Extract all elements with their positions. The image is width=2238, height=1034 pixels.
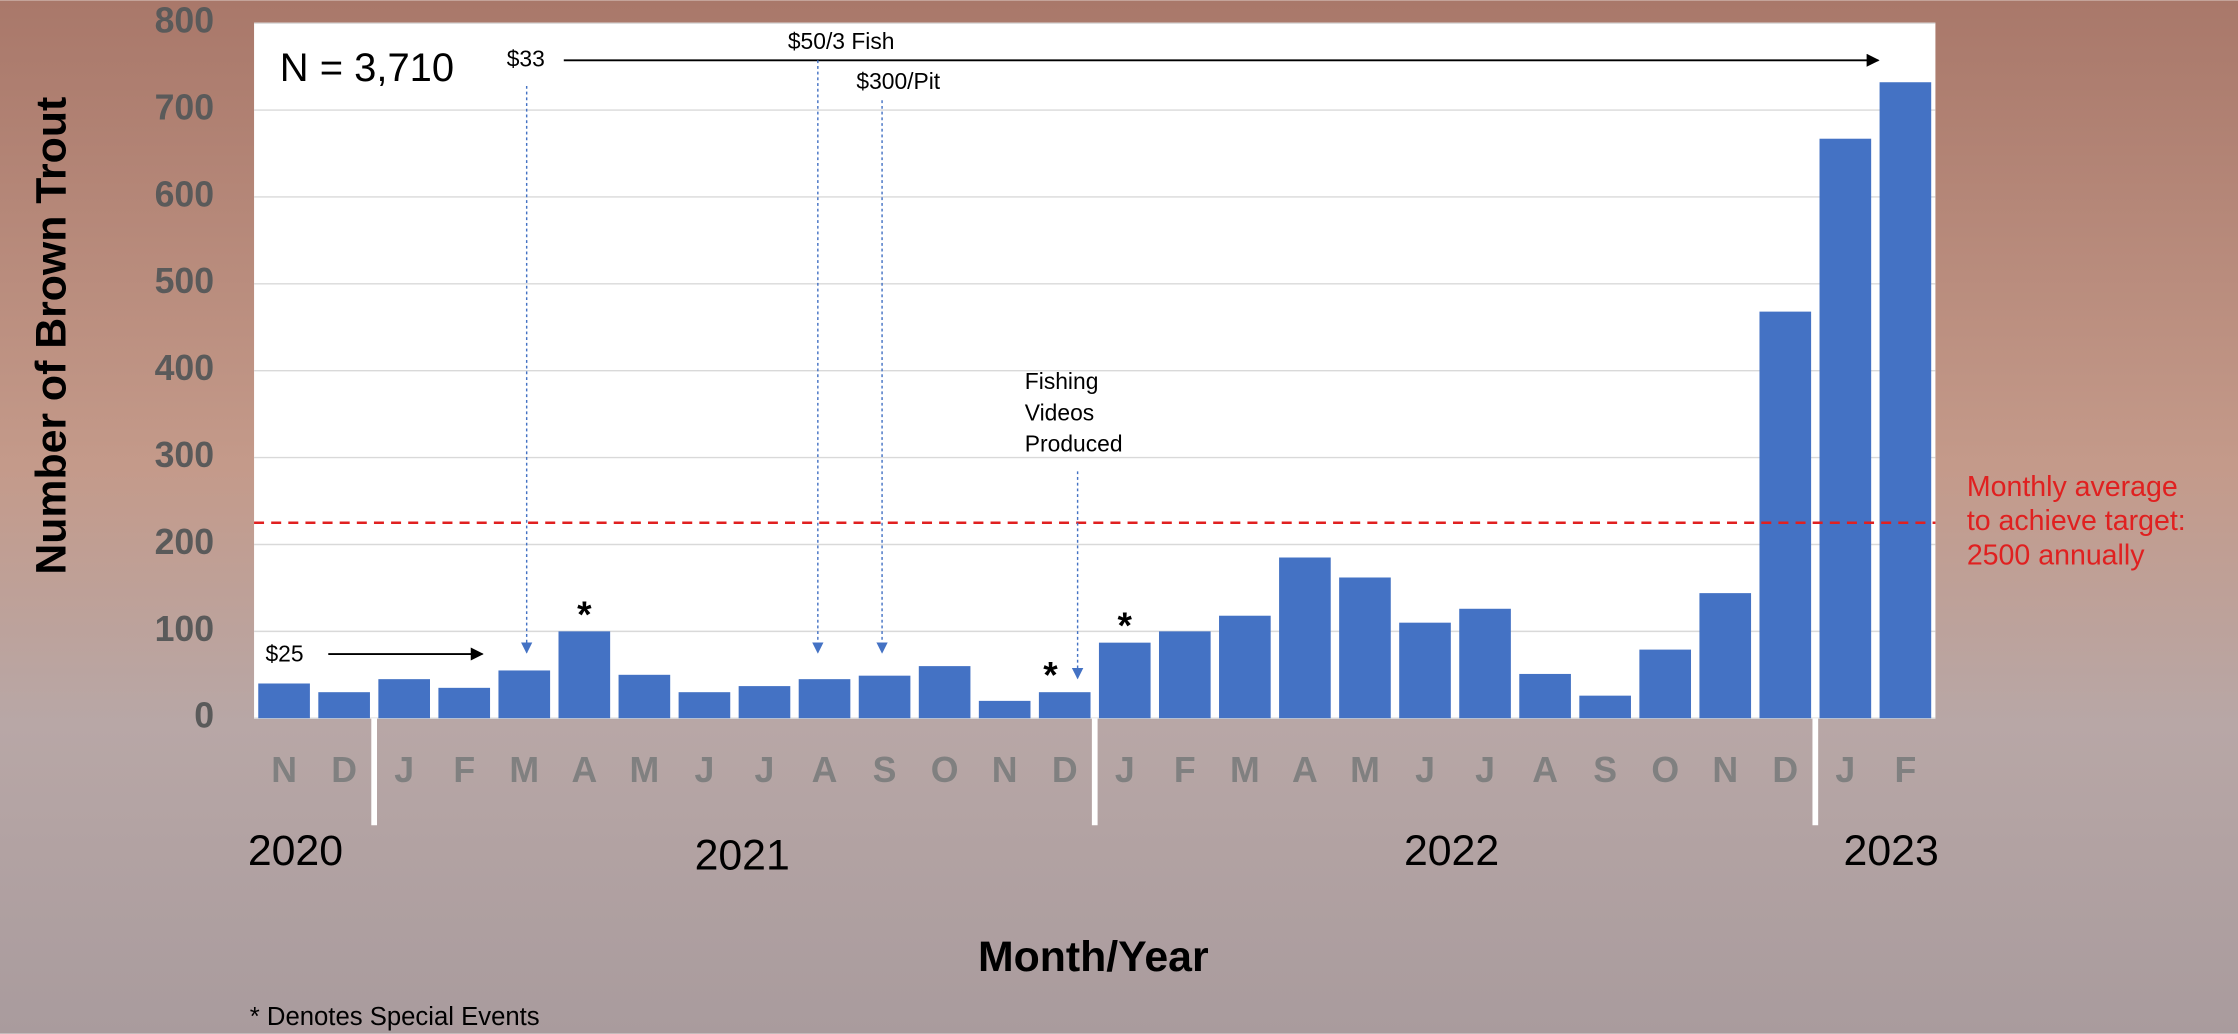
x-tick-label: J [1835,750,1855,790]
year-label: 2020 [248,827,343,875]
x-tick-label: J [1415,750,1435,790]
y-tick-label: 200 [155,522,215,562]
bar [1339,577,1391,719]
x-tick-label: A [1292,750,1318,790]
special-event-marker: * [1118,604,1133,646]
y-tick-label: 400 [155,348,215,388]
special-event-marker: * [1043,654,1058,696]
x-tick-label: A [1532,750,1558,790]
reference-label: Monthly average [1967,471,2178,503]
x-tick-label: F [453,750,475,790]
y-tick-label: 0 [194,696,214,736]
annotation: Videos [1025,399,1094,425]
x-tick-label: J [1475,750,1495,790]
annotation: Fishing [1025,368,1099,394]
special-event-marker: * [577,593,592,635]
bar [378,679,431,719]
x-tick-label: M [509,750,539,790]
x-tick-label: N [992,750,1018,790]
x-tick-label: N [1712,750,1738,790]
bar [738,686,791,719]
x-tick-label: N [271,750,297,790]
reference-label: to achieve target: [1967,505,2186,537]
y-axis-label: Number of Brown Trout [28,97,76,575]
bar [258,683,310,719]
x-tick-label: F [1174,750,1196,790]
bar [1158,631,1211,719]
bar [618,674,671,719]
bar [1639,649,1692,719]
bar [918,666,971,719]
bar [1519,673,1571,719]
x-tick-label: A [812,750,838,790]
bar [1879,82,1932,719]
bar [978,700,1031,719]
x-tick-label: D [1052,750,1078,790]
bar [1279,557,1331,719]
bar [1098,642,1151,719]
bar [438,687,491,719]
bar [558,631,611,719]
bar [1399,622,1451,719]
x-tick-label: D [331,750,357,790]
annotation: $25 [265,640,303,666]
annotation: $33 [507,45,545,71]
x-tick-label: A [571,750,597,790]
bar [798,679,851,719]
x-tick-label: O [1651,750,1679,790]
annotation: $300/Pit [856,68,940,94]
annotation: $50/3 Fish [788,28,895,54]
x-tick-label: F [1894,750,1916,790]
bar [1038,692,1091,719]
y-tick-label: 600 [155,174,215,214]
bar [858,675,911,719]
x-tick-label: J [755,750,775,790]
x-tick-label: J [694,750,714,790]
chart-title: N = 3,710 [280,46,454,90]
year-label: 2023 [1844,827,1939,875]
bar [318,692,370,719]
y-tick-label: 700 [155,87,215,127]
bar [1579,695,1631,719]
annotation: Produced [1025,431,1123,457]
year-label: 2022 [1404,827,1499,875]
x-tick-label: O [931,750,959,790]
reference-label: 2500 annually [1967,540,2145,572]
x-tick-label: M [1350,750,1380,790]
y-tick-label: 300 [155,435,215,475]
x-tick-label: J [1115,750,1135,790]
x-tick-label: D [1772,750,1798,790]
bar [1219,615,1271,719]
y-tick-label: 800 [155,1,215,41]
x-tick-label: S [873,750,897,790]
y-tick-label: 100 [155,609,215,649]
bar [1459,608,1511,719]
bar [678,692,731,719]
bar [1759,311,1812,719]
x-tick-label: M [630,750,660,790]
bar [1819,138,1872,719]
footnote: * Denotes Special Events [250,1003,540,1031]
x-tick-label: J [394,750,414,790]
x-axis-label: Month/Year [978,933,1209,981]
bar [498,670,551,719]
bar [1699,593,1752,719]
y-tick-label: 500 [155,261,215,301]
x-tick-label: S [1593,750,1617,790]
x-tick-label: M [1230,750,1260,790]
year-label: 2021 [695,831,790,879]
